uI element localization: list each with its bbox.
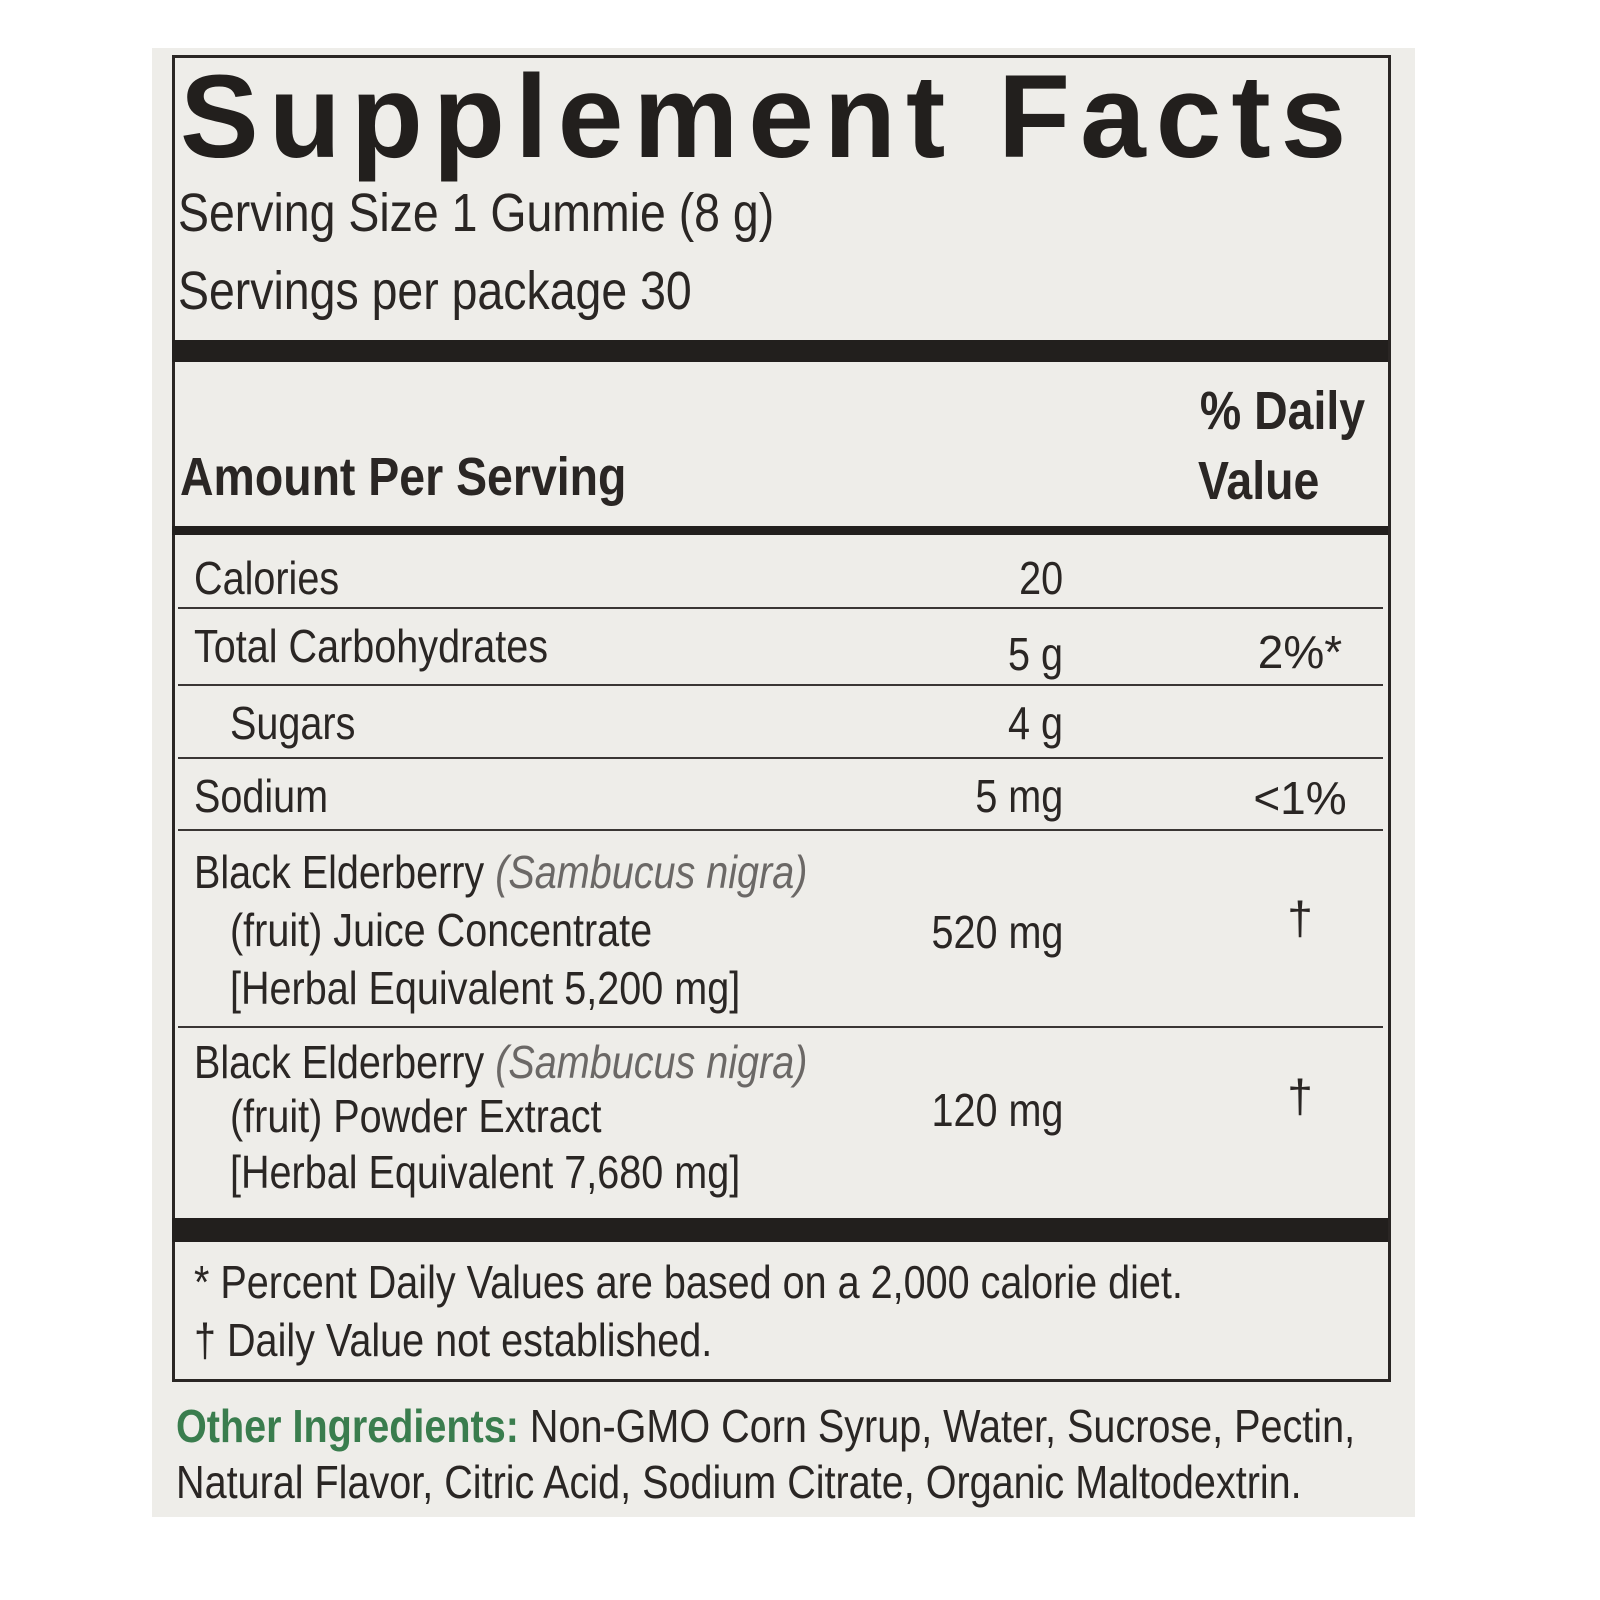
row-name: Total Carbohydrates [194, 620, 549, 672]
servings-per-package: Servings per package 30 [178, 261, 692, 321]
row-amount: 4 g [1008, 697, 1063, 749]
row-name-line3: [Herbal Equivalent 7,680 mg] [230, 1146, 741, 1198]
panel-title: Supplement Facts [180, 51, 1357, 183]
row-name-line2: (fruit) Powder Extract [230, 1090, 602, 1142]
row-name: Sodium [194, 770, 329, 822]
other-ingredients-line2: Natural Flavor, Citric Acid, Sodium Citr… [176, 1456, 1302, 1508]
amount-per-serving-header: Amount Per Serving [180, 447, 627, 507]
row-amount: 120 mg [931, 1084, 1063, 1136]
other-ingredients: Other Ingredients: Non-GMO Corn Syrup, W… [176, 1400, 1356, 1452]
facts-panel [172, 55, 1391, 1382]
row-amount: 5 g [1008, 628, 1063, 680]
row-name: Black Elderberry (Sambucus nigra) [194, 846, 808, 898]
row-name: Sugars [230, 697, 356, 749]
footnote: * Percent Daily Values are based on a 2,… [194, 1256, 1183, 1308]
row-dv: 2%* [1257, 626, 1343, 678]
medium-divider [172, 526, 1388, 535]
thick-divider [172, 1218, 1388, 1242]
row-name-line3: [Herbal Equivalent 5,200 mg] [230, 962, 741, 1014]
supplement-label [152, 48, 1415, 1517]
row-divider [178, 1026, 1383, 1028]
row-amount: 5 mg [975, 770, 1063, 822]
row-divider [178, 684, 1383, 686]
row-amount: 520 mg [931, 906, 1063, 958]
row-dv: † [1287, 1070, 1313, 1122]
other-ingredients-label: Other Ingredients: [176, 1400, 519, 1452]
row-divider [178, 607, 1383, 609]
row-name-line2: (fruit) Juice Concentrate [230, 904, 653, 956]
row-divider [178, 829, 1383, 831]
row-dv: <1% [1253, 772, 1347, 824]
row-dv: † [1287, 892, 1313, 944]
row-name: Calories [194, 552, 340, 604]
daily-value-header-2: Value [1198, 451, 1320, 511]
footnote: † Daily Value not established. [194, 1314, 713, 1366]
thick-divider [172, 340, 1388, 362]
row-name: Black Elderberry (Sambucus nigra) [194, 1036, 808, 1088]
daily-value-header: % Daily [1199, 381, 1365, 441]
row-divider [178, 757, 1383, 759]
serving-size: Serving Size 1 Gummie (8 g) [178, 183, 775, 243]
row-amount: 20 [1018, 552, 1063, 604]
